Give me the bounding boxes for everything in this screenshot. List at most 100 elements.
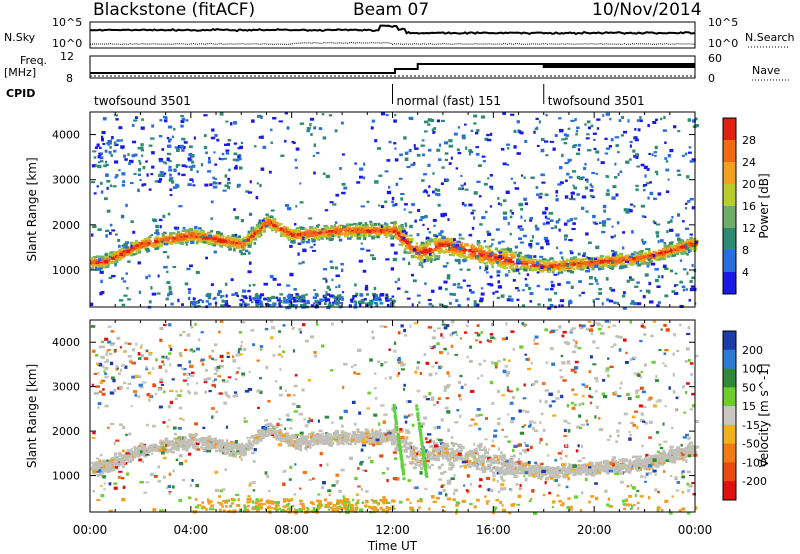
data-cell	[302, 236, 305, 240]
data-cell	[445, 248, 447, 251]
data-cell	[271, 222, 276, 225]
data-cell	[542, 211, 547, 215]
data-cell	[97, 228, 102, 231]
data-cell	[554, 291, 558, 295]
data-cell	[224, 184, 229, 187]
data-cell	[240, 219, 244, 223]
data-cell	[192, 238, 196, 242]
data-cell	[506, 143, 511, 146]
data-cell	[315, 151, 320, 154]
data-cell	[468, 255, 473, 259]
data-cell	[330, 230, 333, 234]
data-cell	[418, 464, 422, 468]
data-cell	[539, 269, 545, 273]
data-cell	[424, 130, 428, 133]
data-cell	[437, 250, 442, 254]
data-cell	[282, 225, 287, 229]
data-cell	[284, 139, 287, 143]
data-cell	[319, 228, 323, 232]
data-cell	[417, 249, 420, 252]
data-cell	[623, 265, 628, 268]
data-cell	[441, 238, 446, 242]
data-cell	[294, 158, 298, 162]
data-cell	[239, 249, 243, 253]
data-cell	[447, 218, 450, 221]
data-cell	[479, 249, 483, 252]
data-cell	[251, 119, 255, 123]
data-cell	[552, 260, 556, 263]
data-cell	[394, 203, 398, 206]
data-cell	[577, 148, 580, 152]
data-cell	[264, 220, 268, 224]
data-cell	[96, 185, 99, 188]
data-cell	[99, 146, 102, 150]
data-cell	[367, 440, 371, 443]
data-cell	[664, 267, 669, 270]
data-cell	[485, 460, 490, 463]
data-cell	[508, 259, 513, 263]
data-cell	[455, 244, 459, 247]
data-cell	[109, 261, 113, 264]
data-cell	[148, 274, 151, 278]
data-cell	[156, 245, 160, 249]
data-cell	[568, 301, 572, 305]
data-cell	[654, 278, 659, 283]
data-cell	[90, 257, 94, 261]
data-cell	[652, 220, 655, 223]
data-cell	[634, 138, 639, 142]
data-cell	[233, 248, 236, 252]
data-cell	[291, 236, 295, 240]
freq-right-tick: 0	[708, 72, 715, 85]
data-cell	[320, 237, 324, 240]
data-cell	[483, 255, 488, 258]
data-cell	[486, 261, 489, 265]
data-cell	[446, 262, 449, 265]
data-cell	[274, 302, 277, 306]
data-cell	[466, 297, 470, 301]
data-cell	[142, 447, 148, 451]
data-cell	[511, 268, 514, 271]
data-cell	[111, 274, 116, 278]
data-cell	[550, 280, 554, 284]
data-cell	[369, 301, 374, 305]
data-cell	[675, 248, 680, 252]
data-cell	[444, 237, 449, 240]
data-cell	[226, 245, 231, 249]
data-cell	[306, 127, 311, 130]
data-cell	[305, 293, 308, 296]
data-cell	[491, 466, 495, 470]
data-cell	[514, 245, 519, 249]
data-cell	[550, 262, 554, 265]
data-cell	[457, 126, 460, 129]
data-cell	[301, 297, 306, 300]
data-cell	[526, 259, 531, 263]
data-cell	[631, 259, 637, 262]
data-cell	[118, 169, 121, 172]
data-cell	[125, 250, 131, 254]
data-cell	[372, 294, 376, 298]
data-cell	[141, 244, 145, 248]
data-cell	[416, 233, 420, 237]
data-cell	[256, 224, 261, 228]
data-cell	[179, 242, 185, 245]
data-cell	[181, 237, 186, 241]
data-cell	[464, 188, 469, 191]
data-cell	[203, 114, 208, 117]
data-cell	[96, 143, 100, 147]
data-cell	[160, 173, 165, 177]
data-cell	[336, 302, 340, 306]
data-cell	[178, 234, 182, 237]
data-cell	[433, 258, 437, 261]
data-cell	[460, 286, 463, 289]
data-cell	[294, 166, 298, 169]
data-cell	[446, 274, 451, 277]
data-cell	[425, 249, 429, 253]
data-cell	[114, 258, 119, 261]
data-cell	[208, 232, 212, 235]
data-cell	[586, 266, 589, 269]
data-cell	[634, 128, 637, 131]
data-cell	[563, 234, 568, 238]
data-cell	[104, 149, 108, 153]
data-cell	[636, 302, 642, 306]
data-cell	[308, 433, 313, 436]
